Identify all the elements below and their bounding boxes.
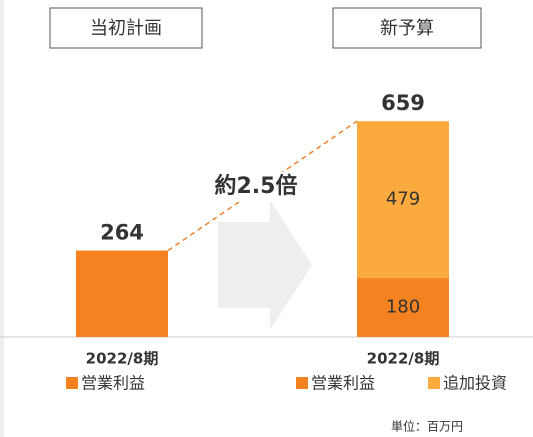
left-edge	[0, 0, 4, 437]
legend-label: 営業利益	[311, 374, 375, 393]
legend-swatch	[296, 377, 308, 389]
bar-segment	[357, 278, 449, 337]
legend-label: 営業利益	[81, 374, 145, 393]
arrow	[218, 200, 312, 330]
annotation: 約2.5倍	[215, 173, 298, 199]
category-label: 新予算	[380, 18, 434, 39]
total-label: 264	[100, 221, 144, 245]
segment-label: 180	[386, 297, 420, 318]
unit-note: 単位：百万円	[391, 419, 463, 434]
plan-box	[332, 7, 482, 49]
annotation-bg	[204, 172, 308, 202]
legend-label: 追加投資	[443, 374, 507, 393]
total-label: 659	[381, 91, 425, 115]
segment-label: 479	[386, 189, 420, 210]
plan-box	[49, 7, 203, 49]
legend-swatch	[66, 377, 78, 389]
period-label: 2022/8期	[367, 350, 440, 368]
bar-segment	[76, 250, 168, 337]
connector	[167, 120, 358, 252]
bar-segment	[357, 121, 449, 279]
category-label: 当初計画	[90, 18, 162, 39]
period-label: 2022/8期	[86, 350, 159, 368]
legend-swatch	[428, 377, 440, 389]
